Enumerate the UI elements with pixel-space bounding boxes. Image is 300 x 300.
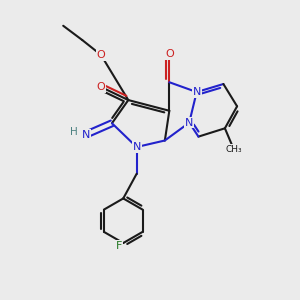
Text: N: N bbox=[132, 142, 141, 152]
Text: O: O bbox=[97, 50, 105, 60]
Text: H: H bbox=[70, 127, 77, 136]
Text: F: F bbox=[116, 241, 122, 251]
Text: O: O bbox=[165, 49, 174, 59]
Text: N: N bbox=[82, 130, 90, 140]
Text: N: N bbox=[193, 87, 201, 97]
Text: CH₃: CH₃ bbox=[226, 145, 242, 154]
Text: N: N bbox=[185, 118, 194, 128]
Text: O: O bbox=[97, 82, 105, 92]
